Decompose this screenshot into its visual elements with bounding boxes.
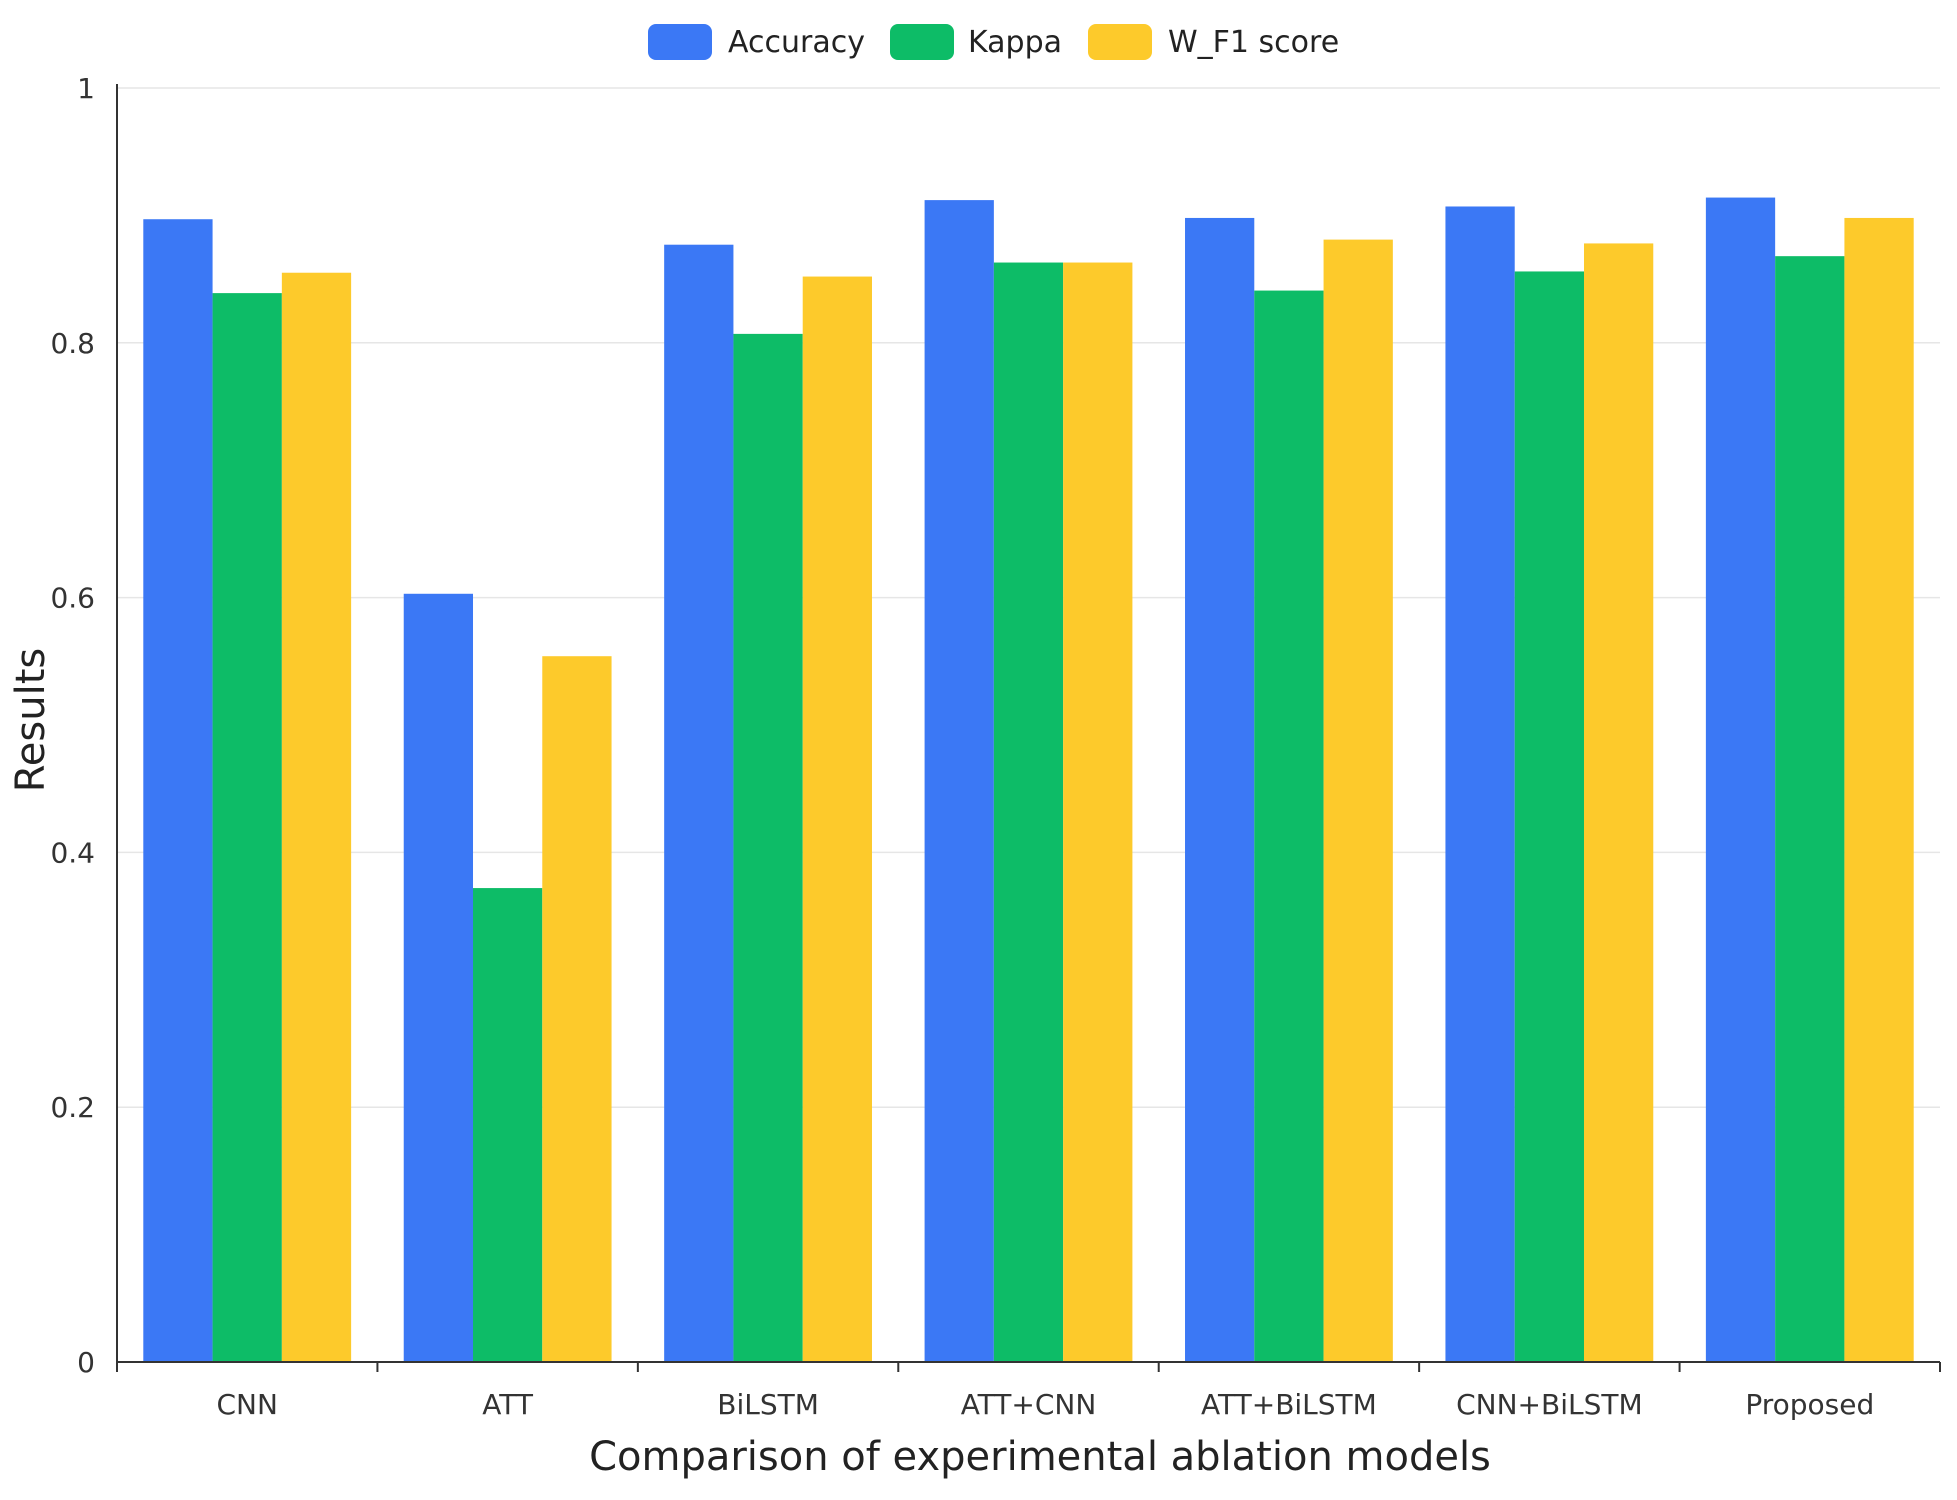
y-tick-label: 0.4 [50, 836, 95, 869]
y-tick-label: 0.2 [50, 1091, 95, 1124]
bar-kappa-att [473, 888, 543, 1362]
bar-kappa-att-bilstm [1254, 290, 1324, 1362]
bar-w-f1-score-att [542, 656, 612, 1362]
x-tick-label: ATT [482, 1388, 534, 1421]
bar-accuracy-proposed [1705, 197, 1776, 1363]
y-ticks: 0 0.2 0.4 0.6 0.8 1 [50, 72, 95, 1379]
legend-label-kappa[interactable]: Kappa [968, 25, 1062, 60]
bar-w-f1-score-bilstm [802, 276, 872, 1362]
y-tick-label: 0.8 [50, 327, 95, 360]
legend-swatch-w-f1-score[interactable] [1088, 24, 1152, 60]
bar-w-f1-score-proposed [1844, 217, 1914, 1362]
bar-kappa-att-cnn [993, 262, 1064, 1363]
bar-w-f1-score-att-bilstm [1323, 239, 1393, 1363]
bar-w-f1-score-cnn-bilstm [1583, 243, 1654, 1363]
bar-accuracy-att [403, 593, 474, 1362]
bar-kappa-bilstm [733, 333, 803, 1363]
bars [143, 197, 1914, 1363]
bar-kappa-proposed [1775, 256, 1845, 1363]
bar-accuracy-bilstm [664, 244, 734, 1362]
legend-label-accuracy[interactable]: Accuracy [728, 25, 865, 60]
y-tick-label: 1 [77, 72, 95, 105]
legend-label-w-f1-score[interactable]: W_F1 score [1168, 25, 1339, 60]
bar-accuracy-cnn-bilstm [1445, 206, 1515, 1363]
legend-swatch-kappa[interactable] [890, 24, 954, 60]
y-axis-title: Results [8, 648, 54, 792]
x-tick-label: CNN+BiLSTM [1456, 1388, 1643, 1421]
x-axis-title: Comparison of experimental ablation mode… [589, 1434, 1491, 1480]
x-tick-label: CNN [216, 1388, 277, 1421]
bar-accuracy-att-cnn [924, 200, 994, 1362]
bar-kappa-cnn [212, 293, 282, 1362]
legend: Accuracy Kappa W_F1 score [648, 24, 1339, 60]
x-tick-label: ATT+CNN [961, 1388, 1097, 1421]
x-tick-label: Proposed [1745, 1388, 1874, 1421]
y-tick-label: 0.6 [50, 582, 95, 615]
axes [116, 84, 1940, 1363]
x-tick-label: BiLSTM [717, 1388, 819, 1421]
bar-accuracy-att-bilstm [1185, 217, 1255, 1362]
bar-w-f1-score-cnn [281, 272, 352, 1363]
bar-accuracy-cnn [143, 219, 213, 1362]
legend-swatch-accuracy[interactable] [648, 24, 712, 60]
y-tick-label: 0 [77, 1346, 95, 1379]
bar-w-f1-score-att-cnn [1063, 262, 1133, 1363]
bar-kappa-cnn-bilstm [1514, 271, 1584, 1362]
x-tick-label: ATT+BiLSTM [1201, 1388, 1377, 1421]
x-ticks: CNN ATT BiLSTM ATT+CNN ATT+BiLSTM CNN+BiLSTM P… [116, 1362, 1941, 1421]
